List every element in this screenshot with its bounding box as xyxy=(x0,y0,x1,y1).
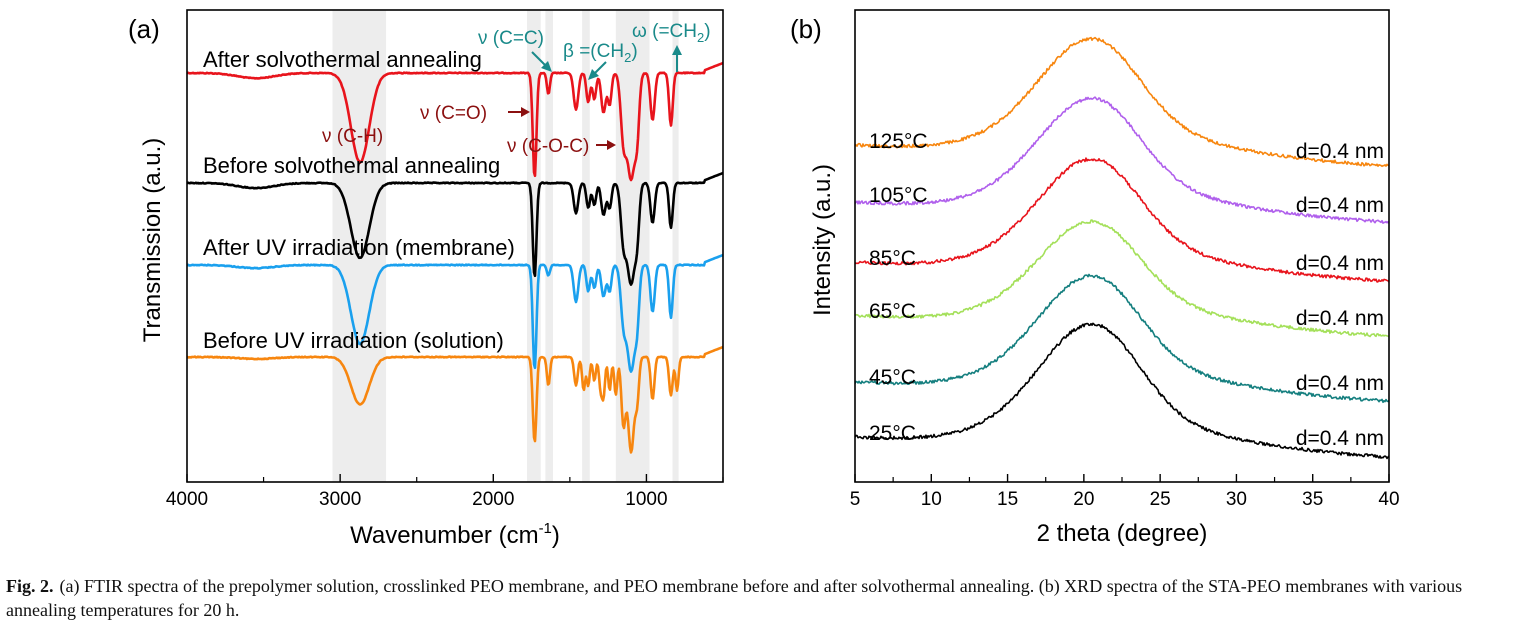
panel-a-label: (a) xyxy=(128,14,160,44)
x-tick-label-b: 5 xyxy=(850,489,861,510)
d-spacing-label: d=0.4 nm xyxy=(1296,194,1384,217)
y-axis-label-a: Transmission (a.u.) xyxy=(139,138,166,343)
arrowhead-c-c xyxy=(541,61,552,72)
x-tick-label-b: 35 xyxy=(1302,489,1323,510)
arrowhead-c-o xyxy=(521,107,530,117)
d-spacing-label: d=0.4 nm xyxy=(1296,252,1384,275)
caption-label: Fig. 2. xyxy=(6,576,54,596)
x-tick-label-b: 15 xyxy=(997,489,1018,510)
caption-text: (a) FTIR spectra of the prepolymer solut… xyxy=(6,576,1463,620)
d-spacing-label: d=0.4 nm xyxy=(1296,372,1384,395)
annotation-beta-ch2: β =(CH2) xyxy=(563,41,638,65)
figure: (a) 4000 3000 2000 1000 Wavenumber (cm-1) T… xyxy=(128,9,1400,549)
panel-b-label: (b) xyxy=(790,14,822,44)
panel-b: (b) 5 10 15 20 25 30 35 40 2 theta (degree) Int… xyxy=(790,9,1400,547)
temperature-label: 65°C xyxy=(869,300,916,323)
xrd-series-line xyxy=(854,157,1390,283)
series-label-after-uv: After UV irradiation (membrane) xyxy=(203,235,515,260)
series-label-before-solvothermal: Before solvothermal annealing xyxy=(203,153,500,178)
x-axis-label-a: Wavenumber (cm-1) xyxy=(350,520,560,549)
annotation-c-h: ν (C-H) xyxy=(322,126,383,147)
xrd-series-line xyxy=(854,36,1390,168)
temperature-label: 45°C xyxy=(869,366,916,389)
ftir-series-line xyxy=(186,345,724,454)
spectra-b xyxy=(854,36,1390,460)
x-tick-label-b: 40 xyxy=(1378,489,1399,510)
xrd-series-line xyxy=(854,219,1390,338)
temperature-label: 25°C xyxy=(869,422,916,445)
ftir-series-line xyxy=(186,171,724,286)
x-tick-label-a: 2000 xyxy=(472,489,514,510)
ftir-series-line xyxy=(186,253,724,373)
shaded-band xyxy=(582,10,590,482)
spectra-a xyxy=(186,61,724,454)
x-tick-label-b: 25 xyxy=(1150,489,1171,510)
temperature-label: 85°C xyxy=(869,247,916,270)
plot-frame-b xyxy=(854,9,1390,483)
arrowhead-beta-ch2 xyxy=(588,69,599,80)
y-axis-label-b: Intensity (a.u.) xyxy=(809,164,836,316)
annotation-c-c: ν (C=C) xyxy=(478,28,544,49)
peak-annotations: ν (C-H) ν (C=O) ν (C-O-C) ν (C=C) β =(CH… xyxy=(322,21,711,157)
temperature-label: 125°C xyxy=(869,130,928,153)
temperature-label: 105°C xyxy=(869,184,928,207)
ftir-series-line xyxy=(186,61,724,182)
arrowhead-c-o-c xyxy=(607,140,616,150)
xrd-series-line xyxy=(854,322,1390,460)
x-ticks-a: 4000 3000 2000 1000 xyxy=(166,474,724,510)
temperature-labels: 125°C d=0.4 nm 105°C d=0.4 nm 85°C d=0.4 nm 65… xyxy=(869,130,1384,450)
x-tick-label-b: 20 xyxy=(1073,489,1094,510)
shaded-band xyxy=(672,10,679,482)
d-spacing-label: d=0.4 nm xyxy=(1296,427,1384,450)
xrd-series-line xyxy=(854,96,1390,224)
x-ticks-b: 5 10 15 20 25 30 35 40 xyxy=(850,474,1400,510)
panel-a: (a) 4000 3000 2000 1000 Wavenumber (cm-1) T… xyxy=(128,9,724,549)
series-label-before-uv: Before UV irradiation (solution) xyxy=(203,328,504,353)
x-axis-label-b: 2 theta (degree) xyxy=(1037,520,1208,547)
annotation-omega-ch2: ω (=CH2) xyxy=(632,21,711,45)
figure-caption: Fig. 2. (a) FTIR spectra of the prepolyme… xyxy=(6,574,1531,622)
xrd-series-line xyxy=(854,273,1390,404)
x-tick-label-a: 4000 xyxy=(166,489,208,510)
x-tick-label-a: 1000 xyxy=(625,489,667,510)
plot-frame-a xyxy=(186,9,724,483)
x-tick-label-b: 30 xyxy=(1226,489,1247,510)
d-spacing-label: d=0.4 nm xyxy=(1296,140,1384,163)
shaded-band xyxy=(545,10,554,482)
d-spacing-label: d=0.4 nm xyxy=(1296,307,1384,330)
annotation-c-o-c: ν (C-O-C) xyxy=(507,136,589,157)
x-tick-label-b: 10 xyxy=(921,489,942,510)
annotation-c-o: ν (C=O) xyxy=(420,103,487,124)
series-label-after-solvothermal: After solvothermal annealing xyxy=(203,47,482,72)
arrowhead-omega-ch2 xyxy=(672,45,682,55)
x-tick-label-a: 3000 xyxy=(319,489,361,510)
